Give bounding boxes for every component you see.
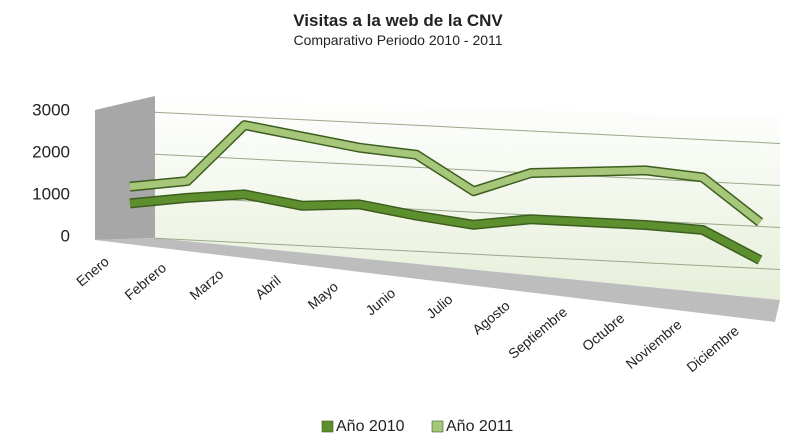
floor <box>95 238 780 322</box>
x-tick-label: Agosto <box>469 297 513 337</box>
grid-line <box>154 237 781 270</box>
legend-swatch <box>321 420 334 433</box>
line <box>129 190 762 264</box>
legend-swatch <box>431 420 444 433</box>
x-tick-label: Enero <box>73 253 112 289</box>
x-tick-label: Octubre <box>579 310 628 354</box>
x-tick-label: Febrero <box>121 259 169 303</box>
legend-label: Año 2011 <box>446 418 513 435</box>
legend-label: Año 2010 <box>336 418 405 435</box>
side-wall <box>95 96 155 240</box>
x-tick-label: Marzo <box>186 266 226 303</box>
x-tick-label: Noviembre <box>623 316 685 372</box>
y-tick-label: 1000 <box>32 185 70 204</box>
y-tick-label: 3000 <box>32 101 70 120</box>
y-tick-label: 0 <box>61 227 70 246</box>
x-tick-label: Septiembre <box>505 303 570 361</box>
chart-subtitle: Comparativo Periodo 2010 - 2011 <box>293 32 502 48</box>
grid-line <box>154 111 781 144</box>
x-tick-label: Diciembre <box>683 322 742 375</box>
x-tick-label: Mayo <box>305 278 342 312</box>
grid-line <box>154 153 781 186</box>
chart-title: Visitas a la web de la CNV <box>293 11 503 30</box>
x-tick-label: Julio <box>423 291 456 322</box>
x-tick-label: Abril <box>252 272 284 302</box>
x-tick-label: Junio <box>362 285 398 319</box>
line <box>129 121 763 226</box>
back-wall <box>155 96 780 300</box>
y-tick-label: 2000 <box>32 143 70 162</box>
